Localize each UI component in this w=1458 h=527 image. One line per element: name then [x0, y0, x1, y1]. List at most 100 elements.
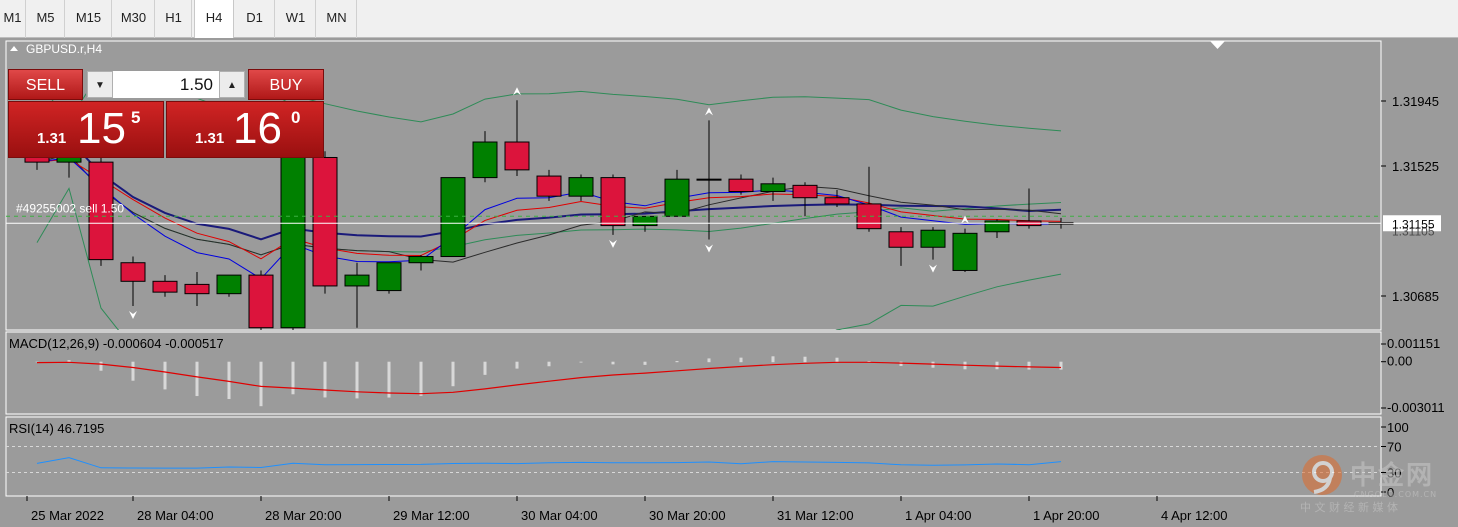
- time-axis-label: 31 Mar 12:00: [777, 508, 854, 523]
- candle-body: [696, 178, 722, 181]
- price-chart[interactable]: 1.31945 1.31525 1.30685 #49255002 sell 1.50…: [0, 38, 1458, 527]
- candle-body: [248, 274, 274, 329]
- macd-panel: [5, 331, 1382, 415]
- candle-body: [152, 280, 178, 293]
- macd-axis-label: 0.00: [1387, 354, 1412, 369]
- time-axis-label: 4 Apr 12:00: [1161, 508, 1228, 523]
- price-axis-label: 1.31945: [1392, 94, 1439, 109]
- macd-axis-label: -0.003011: [1387, 400, 1445, 415]
- timeframe-tab-h4[interactable]: H4: [194, 0, 234, 38]
- watermark-logo-tail: [1313, 477, 1332, 494]
- rsi-line: [36, 457, 1062, 469]
- candle-body: [568, 177, 594, 197]
- moving-average-red-line: [36, 158, 1062, 260]
- sell-price-prefix: 1.31: [37, 130, 67, 147]
- fractal-down-arrow: [609, 239, 617, 248]
- chart-shift-marker: [1210, 41, 1225, 49]
- triangle-down-icon: ▼: [95, 80, 105, 91]
- candle-body: [856, 203, 882, 230]
- candle-body: [344, 274, 370, 287]
- cngold-logo: [1302, 455, 1342, 495]
- candle-body: [120, 262, 146, 282]
- time-axis-label: 25 Mar 2022: [31, 508, 104, 523]
- symbol-label: GBPUSD.r,H4: [26, 42, 102, 56]
- watermark-slogan: 中 文 财 经 新 媒 体: [1300, 500, 1398, 514]
- main-chart-plot: [24, 70, 1074, 330]
- watermark-logo-circle: [1302, 455, 1342, 495]
- fractal-down-arrow: [929, 264, 937, 273]
- candle-body: [824, 197, 850, 205]
- timeframe-tab-mn[interactable]: MN: [317, 0, 357, 38]
- bollinger-lower-line: [36, 187, 1062, 330]
- candle-body: [280, 156, 306, 329]
- candle-body: [952, 232, 978, 271]
- lot-size-input[interactable]: [115, 73, 215, 96]
- time-axis-label: 1 Apr 04:00: [905, 508, 972, 523]
- candle-body: [792, 184, 818, 199]
- watermark-logo-ring: [1312, 461, 1334, 483]
- candle-body: [504, 141, 530, 171]
- candle-body: [664, 178, 690, 217]
- candle-body: [632, 215, 658, 227]
- candle-body: [440, 177, 466, 258]
- candle-body: [184, 283, 210, 295]
- time-axis-label: 30 Mar 20:00: [649, 508, 726, 523]
- sell-price-fraction: 5: [131, 108, 141, 127]
- macd-label: MACD(12,26,9) -0.000604 -0.000517: [9, 336, 224, 351]
- buy-price-fraction: 0: [291, 108, 301, 127]
- macd-signal-line: [36, 361, 1062, 395]
- watermark-en-name: CNGOLD.COM.CN: [1354, 490, 1437, 499]
- candle-body: [920, 229, 946, 248]
- lot-size-control: ▼ ▲: [86, 70, 246, 99]
- time-axis-label: 1 Apr 20:00: [1033, 508, 1100, 523]
- timeframe-toolbar: M1 M5 M15 M30 H1 H4 D1 W1 MN: [0, 0, 1458, 38]
- candle-body: [312, 156, 338, 287]
- candle-body: [760, 183, 786, 193]
- buy-price-button[interactable]: 1.31 16 0: [166, 101, 324, 158]
- timeframe-tab-m1[interactable]: M1: [0, 0, 26, 38]
- price-axis-label: 1.31525: [1392, 159, 1439, 174]
- sell-button[interactable]: SELL: [8, 69, 83, 100]
- timeframe-tab-m30[interactable]: M30: [113, 0, 155, 38]
- one-click-trading-panel: SELL ▼ ▲ BUY 1.31 15 5 1.31 16 0: [8, 69, 324, 158]
- order-label: #49255002 sell 1.50: [16, 201, 124, 215]
- candle-body: [888, 231, 914, 248]
- timeframe-tab-w1[interactable]: W1: [276, 0, 316, 38]
- macd-axis-label: 0.001151: [1387, 336, 1440, 351]
- candle-body: [216, 274, 242, 295]
- timeframe-tab-m5[interactable]: M5: [27, 0, 65, 38]
- fractal-up-arrow: [961, 215, 969, 224]
- candle-body: [600, 177, 626, 227]
- timeframe-tab-m15[interactable]: M15: [66, 0, 112, 38]
- candle-body: [88, 161, 114, 261]
- timeframe-tab-h1[interactable]: H1: [156, 0, 192, 38]
- fractal-down-arrow: [129, 311, 137, 320]
- candle-body: [408, 256, 434, 264]
- time-axis-label: 30 Mar 04:00: [521, 508, 598, 523]
- rsi-label: RSI(14) 46.7195: [9, 421, 104, 436]
- collapse-chart-icon: [10, 46, 18, 51]
- current-price-tag: [1383, 215, 1441, 232]
- moving-average-mid-line: [36, 153, 1062, 263]
- candle-body: [984, 220, 1010, 233]
- increase-lot-button[interactable]: ▲: [219, 71, 245, 98]
- buy-button[interactable]: BUY: [248, 69, 324, 100]
- buy-price-pips: 16: [233, 104, 282, 153]
- sell-price-pips: 15: [77, 104, 126, 153]
- timeframe-tab-d1[interactable]: D1: [235, 0, 275, 38]
- buy-price-prefix: 1.31: [195, 130, 225, 147]
- rsi-axis-label: 100: [1387, 420, 1409, 435]
- sell-price-button[interactable]: 1.31 15 5: [8, 101, 164, 158]
- candle-body: [536, 175, 562, 197]
- rsi-axis-label: 70: [1387, 440, 1401, 455]
- fractal-up-arrow: [705, 107, 713, 116]
- candle-body: [472, 141, 498, 179]
- time-axis-label: 28 Mar 20:00: [265, 508, 342, 523]
- candle-body: [728, 178, 754, 193]
- decrease-lot-button[interactable]: ▼: [87, 71, 113, 98]
- fractal-up-arrow: [513, 87, 521, 96]
- time-axis-label: 28 Mar 04:00: [137, 508, 214, 523]
- fractal-down-arrow: [705, 244, 713, 253]
- moving-average-slow-line: [36, 137, 1062, 241]
